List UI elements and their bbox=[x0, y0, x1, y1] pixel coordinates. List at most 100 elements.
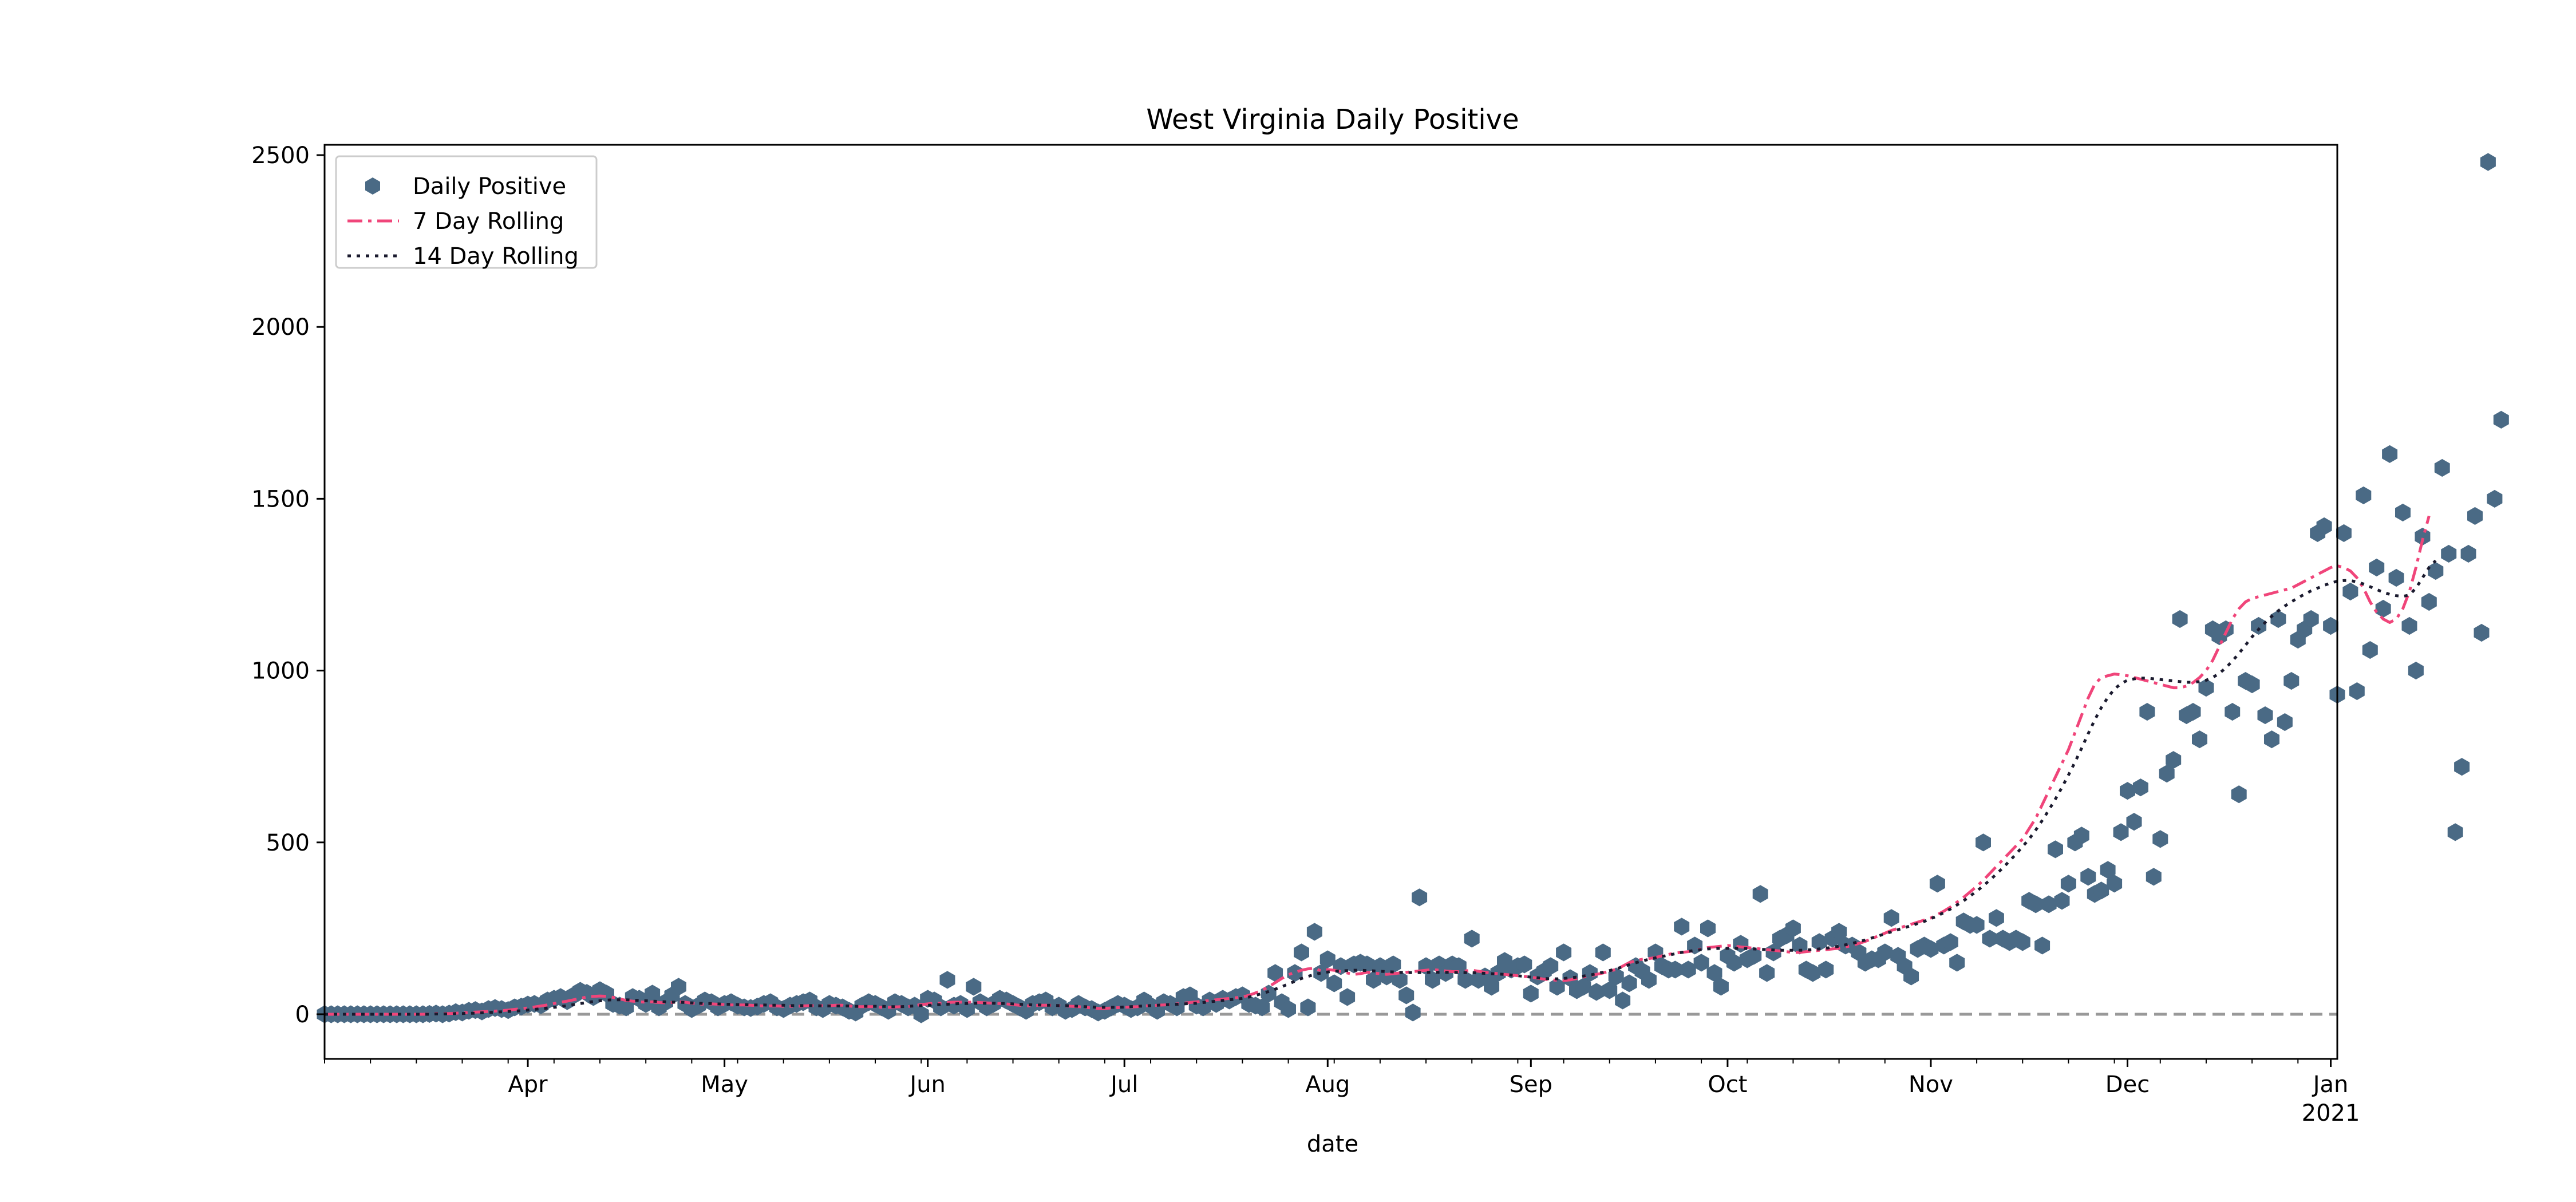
data-point bbox=[1877, 943, 1893, 962]
data-point bbox=[2323, 616, 2338, 635]
data-point bbox=[1792, 936, 1808, 955]
data-point bbox=[2113, 823, 2129, 841]
data-point bbox=[2303, 610, 2319, 628]
data-point bbox=[1595, 943, 1611, 962]
data-point bbox=[2152, 830, 2168, 848]
data-point bbox=[913, 1005, 929, 1023]
x-tick-label: Nov bbox=[1909, 1071, 1953, 1098]
data-point bbox=[2454, 758, 2470, 776]
data-point bbox=[1326, 974, 1342, 993]
data-point bbox=[1484, 978, 1500, 996]
y-tick-label: 2000 bbox=[251, 314, 310, 341]
data-point bbox=[2251, 616, 2267, 635]
data-point bbox=[2270, 610, 2286, 628]
data-point bbox=[2132, 778, 2148, 797]
rolling-14-day-line bbox=[325, 559, 2437, 1016]
data-point bbox=[2362, 641, 2378, 659]
x-tick-label: Jan bbox=[2312, 1071, 2349, 1098]
data-point bbox=[1294, 943, 1309, 962]
data-point bbox=[2474, 623, 2490, 642]
data-point bbox=[1929, 875, 1945, 893]
data-point bbox=[1392, 971, 1408, 989]
data-point bbox=[1602, 981, 1618, 999]
x-axis-label: date bbox=[1307, 1131, 1358, 1157]
data-point bbox=[2257, 706, 2273, 725]
data-point bbox=[2073, 827, 2089, 845]
data-point bbox=[2493, 410, 2509, 429]
data-point bbox=[2107, 875, 2123, 893]
data-point bbox=[2395, 503, 2411, 521]
data-point bbox=[2139, 703, 2155, 721]
data-point bbox=[2172, 610, 2188, 628]
plot-frame bbox=[323, 144, 2338, 1060]
data-point bbox=[1982, 930, 1998, 948]
data-point bbox=[1615, 991, 1631, 1010]
data-point bbox=[2487, 489, 2503, 508]
data-point bbox=[2421, 592, 2437, 611]
data-point bbox=[2225, 703, 2241, 721]
data-point bbox=[1589, 983, 1605, 1001]
data-point bbox=[2034, 936, 2050, 955]
data-point bbox=[671, 978, 686, 996]
data-point bbox=[2388, 568, 2404, 587]
data-point bbox=[2434, 458, 2450, 477]
x-tick-label: Sep bbox=[1510, 1071, 1552, 1098]
data-point bbox=[1674, 918, 1690, 936]
data-point bbox=[1340, 988, 1356, 1006]
data-point bbox=[2014, 933, 2030, 951]
data-point bbox=[2447, 823, 2463, 841]
y-tick-label: 500 bbox=[266, 830, 310, 856]
x-tick-label: Apr bbox=[508, 1071, 548, 1098]
data-point bbox=[1942, 933, 1958, 951]
data-point bbox=[1759, 964, 1775, 982]
data-point bbox=[1300, 998, 1316, 1017]
data-point bbox=[1464, 930, 1480, 948]
data-point bbox=[1549, 978, 1565, 996]
data-point bbox=[2382, 445, 2398, 463]
data-point bbox=[1680, 960, 1696, 979]
x-tick-label: Jul bbox=[1109, 1071, 1138, 1098]
data-point bbox=[2336, 524, 2352, 542]
data-point bbox=[2460, 544, 2476, 563]
chart-title: West Virginia Daily Positive bbox=[1146, 104, 1519, 136]
data-point bbox=[1641, 971, 1657, 989]
data-point bbox=[2120, 782, 2135, 800]
data-point bbox=[2467, 507, 2483, 525]
data-point bbox=[2401, 616, 2417, 635]
y-tick-label: 0 bbox=[295, 1002, 310, 1028]
data-point bbox=[1746, 947, 1762, 965]
data-point bbox=[1516, 955, 1532, 974]
legend-label: Daily Positive bbox=[413, 173, 566, 200]
y-tick-label: 2500 bbox=[251, 143, 310, 169]
data-point bbox=[1883, 909, 1899, 927]
data-point bbox=[1831, 923, 1847, 941]
data-point bbox=[1556, 943, 1572, 962]
data-point bbox=[2283, 672, 2300, 690]
legend: Daily Positive 7 Day Rolling 14 Day Rollin… bbox=[335, 155, 598, 270]
data-point bbox=[1700, 919, 1716, 938]
data-point bbox=[1281, 1000, 1296, 1018]
rolling-7-day-line bbox=[325, 515, 2431, 1016]
data-point bbox=[1405, 1003, 1421, 1022]
y-tick-label: 1000 bbox=[251, 658, 310, 685]
data-point bbox=[2408, 662, 2424, 680]
x-tick-label: Oct bbox=[1708, 1071, 1747, 1098]
data-point bbox=[2192, 730, 2207, 749]
data-point bbox=[1765, 943, 1781, 962]
y-tick-label: 1500 bbox=[251, 486, 310, 512]
legend-box bbox=[335, 155, 598, 269]
data-point bbox=[1752, 885, 1768, 903]
data-point bbox=[2054, 892, 2070, 910]
data-point bbox=[2048, 840, 2063, 859]
data-point bbox=[2185, 703, 2201, 721]
legend-label: 7 Day Rolling bbox=[413, 208, 564, 235]
axes: 0 500 1000 1500 2000 2500 Apr May Jun Jul Aug Sep Oc… bbox=[251, 143, 2360, 1126]
data-point bbox=[2041, 895, 2057, 914]
data-point bbox=[1608, 967, 1624, 986]
data-point bbox=[966, 978, 982, 996]
data-point bbox=[1976, 833, 1991, 852]
data-point bbox=[1903, 967, 1919, 986]
data-point bbox=[1818, 960, 1834, 979]
data-point bbox=[2369, 558, 2385, 577]
